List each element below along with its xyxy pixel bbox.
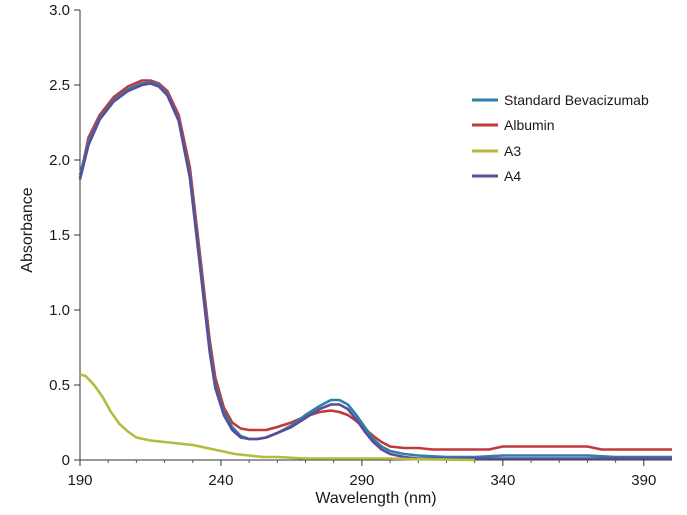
x-tick-label: 190 [67, 472, 92, 489]
y-tick-label: 2.5 [49, 77, 70, 94]
x-tick-label: 290 [349, 472, 374, 489]
y-tick-label: 3.0 [49, 2, 70, 19]
x-axis-title: Wavelength (nm) [315, 490, 436, 507]
y-tick-label: 0 [62, 452, 70, 469]
series-line-standard-bevacizumab [78, 80, 672, 459]
x-tick-label: 340 [490, 472, 515, 489]
legend-label-standard-bevacizumab: Standard Bevacizumab [504, 92, 649, 108]
legend-label-a3: A3 [504, 143, 521, 159]
chart-legend: Standard Bevacizumab Albumin A3 A4 [472, 92, 649, 184]
series-line-a3 [79, 373, 475, 462]
series-line-albumin [78, 79, 672, 451]
series-line-a4 [78, 82, 672, 460]
y-axis-ticks: 0 0.5 1.0 1.5 2.0 2.5 3.0 [49, 2, 80, 469]
legend-label-a4: A4 [504, 168, 521, 184]
x-tick-label: 390 [631, 472, 656, 489]
x-tick-label: 240 [208, 472, 233, 489]
y-tick-label: 0.5 [49, 377, 70, 394]
series-lines [78, 79, 672, 462]
x-axis-ticks: 190 240 290 340 390 [67, 460, 656, 489]
y-tick-label: 1.5 [49, 227, 70, 244]
y-tick-label: 2.0 [49, 152, 70, 169]
plot-area [79, 10, 672, 461]
y-axis-title: Absorbance [19, 187, 36, 272]
legend-label-albumin: Albumin [504, 117, 555, 133]
y-tick-label: 1.0 [49, 302, 70, 319]
